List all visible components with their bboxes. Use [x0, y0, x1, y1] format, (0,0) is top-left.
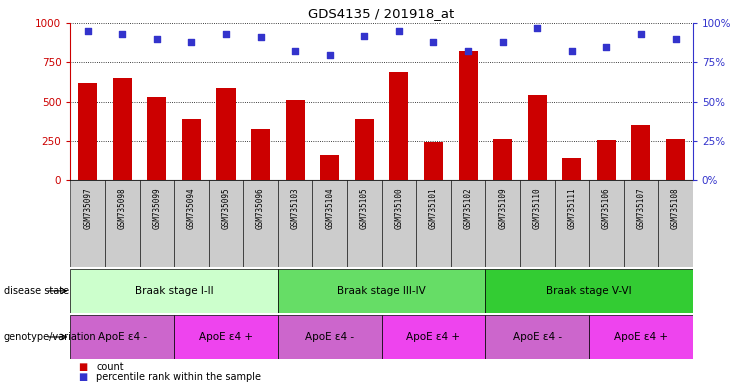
Text: GSM735094: GSM735094 — [187, 187, 196, 229]
Text: GSM735105: GSM735105 — [360, 187, 369, 229]
Text: GSM735104: GSM735104 — [325, 187, 334, 229]
Bar — [485, 315, 589, 359]
Text: ApoE ε4 -: ApoE ε4 - — [305, 332, 354, 342]
Bar — [174, 315, 278, 359]
Text: GSM735107: GSM735107 — [637, 187, 645, 229]
Text: GSM735111: GSM735111 — [568, 187, 576, 229]
Text: percentile rank within the sample: percentile rank within the sample — [96, 372, 262, 382]
Point — [255, 34, 267, 40]
Bar — [216, 88, 236, 180]
Text: ■: ■ — [78, 372, 87, 382]
Bar — [182, 119, 201, 180]
Text: GSM735101: GSM735101 — [429, 187, 438, 229]
Bar — [278, 180, 313, 267]
Text: GSM735103: GSM735103 — [290, 187, 299, 229]
Bar — [139, 180, 174, 267]
Bar — [70, 269, 278, 313]
Bar — [251, 129, 270, 180]
Bar — [313, 180, 347, 267]
Bar — [485, 269, 693, 313]
Point — [566, 48, 578, 55]
Bar — [424, 142, 443, 180]
Bar — [355, 119, 373, 180]
Text: disease state: disease state — [4, 286, 69, 296]
Bar — [597, 139, 616, 180]
Text: Braak stage V-VI: Braak stage V-VI — [546, 286, 632, 296]
Text: ApoE ε4 -: ApoE ε4 - — [513, 332, 562, 342]
Bar — [451, 180, 485, 267]
Text: Braak stage III-IV: Braak stage III-IV — [337, 286, 426, 296]
Text: genotype/variation: genotype/variation — [4, 332, 96, 342]
Text: GSM735100: GSM735100 — [394, 187, 403, 229]
Point — [496, 39, 508, 45]
Text: ApoE ε4 +: ApoE ε4 + — [614, 332, 668, 342]
Bar — [113, 78, 132, 180]
Text: GSM735110: GSM735110 — [533, 187, 542, 229]
Bar — [485, 180, 520, 267]
Bar — [382, 180, 416, 267]
Bar — [382, 315, 485, 359]
Point — [670, 36, 682, 42]
Point — [393, 28, 405, 34]
Text: ApoE ε4 -: ApoE ε4 - — [98, 332, 147, 342]
Text: GSM735108: GSM735108 — [671, 187, 680, 229]
Bar — [174, 180, 209, 267]
Text: GSM735095: GSM735095 — [222, 187, 230, 229]
Title: GDS4135 / 201918_at: GDS4135 / 201918_at — [308, 7, 455, 20]
Bar — [562, 159, 581, 180]
Text: GSM735102: GSM735102 — [464, 187, 473, 229]
Bar — [528, 95, 547, 180]
Bar — [631, 125, 651, 180]
Text: ApoE ε4 +: ApoE ε4 + — [199, 332, 253, 342]
Text: ■: ■ — [78, 362, 87, 372]
Bar — [209, 180, 243, 267]
Bar — [554, 180, 589, 267]
Bar — [278, 315, 382, 359]
Point — [359, 33, 370, 39]
Bar — [320, 155, 339, 180]
Bar — [285, 100, 305, 180]
Point — [324, 51, 336, 58]
Bar — [666, 139, 685, 180]
Point — [185, 39, 197, 45]
Point — [600, 44, 612, 50]
Bar — [589, 315, 693, 359]
Text: GSM735109: GSM735109 — [498, 187, 507, 229]
Point — [220, 31, 232, 37]
Text: ApoE ε4 +: ApoE ε4 + — [407, 332, 460, 342]
Point — [116, 31, 128, 37]
Point — [151, 36, 163, 42]
Bar — [494, 139, 512, 180]
Bar — [243, 180, 278, 267]
Point — [82, 28, 93, 34]
Bar — [658, 180, 693, 267]
Text: GSM735106: GSM735106 — [602, 187, 611, 229]
Text: count: count — [96, 362, 124, 372]
Point — [531, 25, 543, 31]
Bar — [520, 180, 554, 267]
Bar — [390, 72, 408, 180]
Bar — [416, 180, 451, 267]
Text: GSM735097: GSM735097 — [83, 187, 92, 229]
Bar — [347, 180, 382, 267]
Bar — [278, 269, 485, 313]
Text: GSM735099: GSM735099 — [153, 187, 162, 229]
Point — [635, 31, 647, 37]
Text: Braak stage I-II: Braak stage I-II — [135, 286, 213, 296]
Bar — [624, 180, 658, 267]
Bar — [79, 83, 97, 180]
Text: GSM735096: GSM735096 — [256, 187, 265, 229]
Bar — [105, 180, 139, 267]
Bar — [70, 315, 174, 359]
Point — [289, 48, 301, 55]
Bar — [147, 97, 166, 180]
Bar — [589, 180, 624, 267]
Point — [462, 48, 474, 55]
Bar — [70, 180, 105, 267]
Text: GSM735098: GSM735098 — [118, 187, 127, 229]
Point — [428, 39, 439, 45]
Bar — [459, 51, 477, 180]
